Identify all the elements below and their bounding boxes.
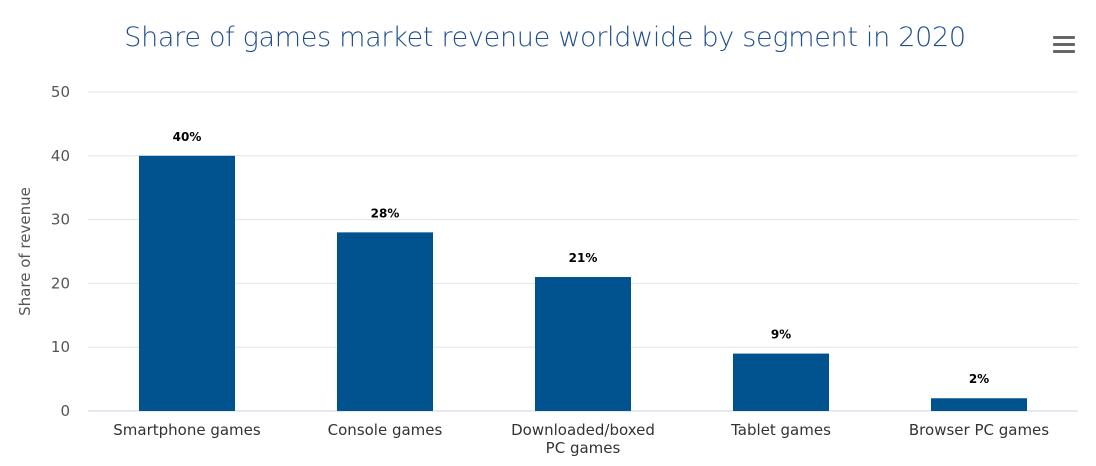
data-label: 21% <box>569 251 598 265</box>
y-tick-label: 0 <box>60 402 70 420</box>
bar[interactable] <box>732 353 830 411</box>
x-tick-label: Smartphone games <box>113 421 261 439</box>
y-axis-label: Share of revenue <box>16 187 34 316</box>
x-tick-label: Console games <box>328 421 443 439</box>
data-label: 28% <box>371 206 400 220</box>
y-tick-label: 40 <box>51 147 70 165</box>
chart-title: Share of games market revenue worldwide … <box>124 22 966 53</box>
bar[interactable] <box>930 398 1028 411</box>
bar[interactable] <box>138 155 236 411</box>
bar[interactable] <box>336 232 434 411</box>
y-tick-label: 20 <box>51 274 70 292</box>
data-label: 2% <box>969 372 989 386</box>
y-tick-label: 50 <box>51 83 70 101</box>
y-tick-label: 30 <box>51 211 70 229</box>
y-tick-label: 10 <box>51 338 70 356</box>
x-tick-label: Tablet games <box>730 421 831 439</box>
data-label: 9% <box>771 328 791 342</box>
x-tick-label: Downloaded/boxed PC games <box>511 421 655 457</box>
menu-button[interactable] <box>1053 36 1075 54</box>
hamburger-menu-icon <box>1053 36 1075 53</box>
data-label: 40% <box>173 130 202 144</box>
bar[interactable] <box>534 277 632 411</box>
x-tick-label: Browser PC games <box>909 421 1049 439</box>
